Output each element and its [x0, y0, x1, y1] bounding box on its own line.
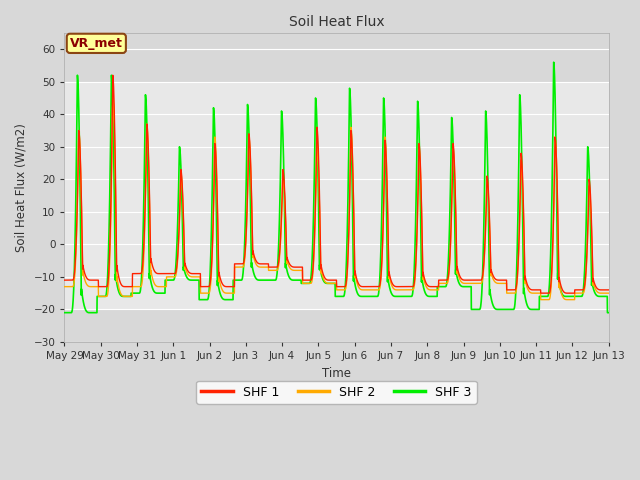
SHF 2: [537, 297, 545, 302]
SHF 2: [172, 272, 180, 277]
SHF 2: [489, 276, 497, 281]
SHF 3: [454, 278, 462, 284]
SHF 3: [605, 310, 612, 315]
X-axis label: Time: Time: [322, 367, 351, 380]
Title: Soil Heat Flux: Soil Heat Flux: [289, 15, 385, 29]
SHF 3: [406, 294, 414, 300]
SHF 2: [599, 290, 607, 296]
Y-axis label: Soil Heat Flux (W/m2): Soil Heat Flux (W/m2): [15, 123, 28, 252]
Line: SHF 3: SHF 3: [65, 62, 609, 312]
SHF 2: [61, 284, 68, 289]
SHF 3: [522, 296, 529, 301]
SHF 2: [454, 272, 462, 278]
SHF 2: [522, 279, 529, 285]
Line: SHF 1: SHF 1: [65, 75, 609, 293]
SHF 1: [537, 290, 545, 296]
SHF 1: [599, 287, 607, 293]
SHF 3: [550, 60, 557, 65]
Text: VR_met: VR_met: [70, 37, 123, 50]
SHF 1: [605, 287, 612, 293]
SHF 3: [489, 302, 497, 308]
SHF 1: [172, 268, 180, 274]
SHF 1: [406, 284, 414, 289]
Bar: [65, 82, 609, 310]
SHF 1: [61, 277, 68, 283]
SHF 3: [599, 294, 607, 300]
SHF 2: [406, 287, 414, 293]
SHF 3: [172, 262, 180, 268]
SHF 1: [489, 273, 497, 278]
SHF 1: [454, 269, 462, 275]
Legend: SHF 1, SHF 2, SHF 3: SHF 1, SHF 2, SHF 3: [196, 381, 477, 404]
Line: SHF 2: SHF 2: [65, 95, 609, 300]
SHF 1: [522, 276, 529, 282]
SHF 2: [109, 92, 116, 97]
SHF 2: [605, 290, 612, 296]
SHF 3: [61, 310, 68, 315]
SHF 1: [109, 72, 116, 78]
